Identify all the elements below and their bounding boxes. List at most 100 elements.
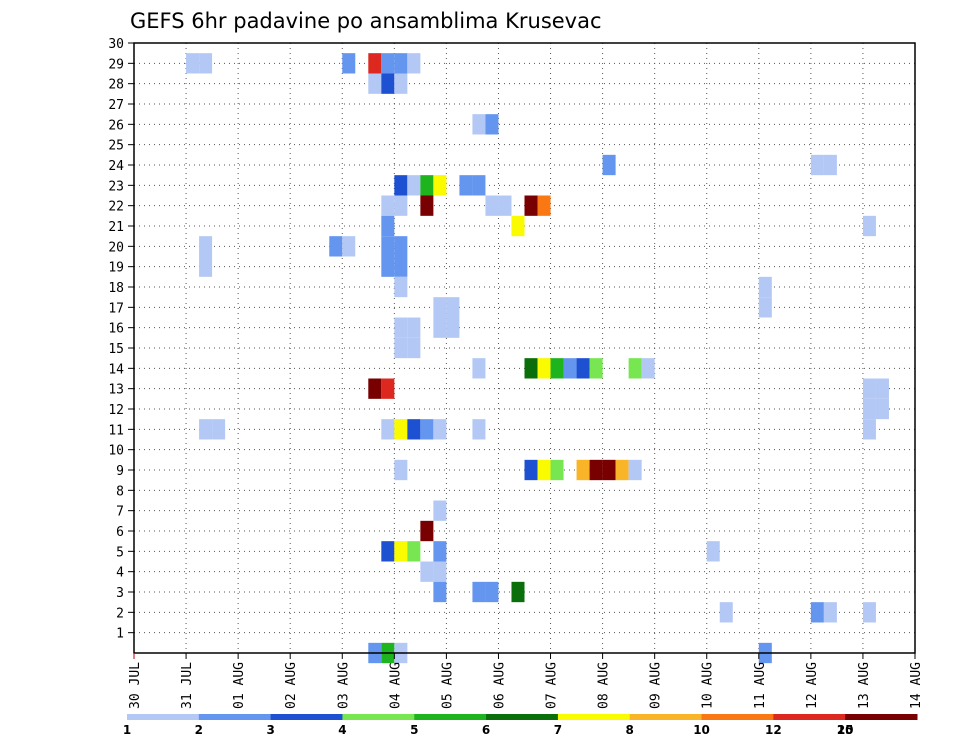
data-cell <box>186 53 200 74</box>
x-tick-label: 13 AUG <box>857 662 872 709</box>
x-tick-label: 30 JUL <box>128 662 143 709</box>
data-cell <box>875 398 889 420</box>
data-cell <box>446 317 460 338</box>
colorbar-label: 3 <box>266 723 274 737</box>
colorbar-label: 1 <box>123 723 131 737</box>
data-cell <box>641 358 655 379</box>
y-tick-label: 4 <box>116 566 124 581</box>
y-tick-label: 30 <box>108 37 124 52</box>
x-tick-label: 07 AUG <box>545 662 560 709</box>
y-tick-label: 5 <box>116 545 124 560</box>
y-tick-label: 1 <box>116 627 124 642</box>
data-cell <box>875 378 889 399</box>
data-cell <box>381 215 395 237</box>
colorbar-label: 12 <box>765 723 782 737</box>
data-cell <box>433 297 447 318</box>
y-tick-label: 15 <box>108 342 124 357</box>
y-tick-label: 7 <box>116 505 124 520</box>
data-cell <box>459 175 473 196</box>
data-cell <box>446 297 460 318</box>
y-tick-label: 10 <box>108 444 124 459</box>
y-tick-label: 3 <box>116 586 124 601</box>
data-cell <box>628 358 642 379</box>
colorbar-swatch <box>629 714 703 720</box>
data-cell <box>576 358 590 379</box>
grid <box>134 43 915 653</box>
data-cell <box>420 175 434 196</box>
data-cell <box>433 175 447 196</box>
y-tick-label: 20 <box>108 240 124 255</box>
data-cell <box>719 602 733 623</box>
y-tick-label: 17 <box>108 301 124 316</box>
y-tick-label: 2 <box>116 606 124 621</box>
colorbar-swatch <box>557 714 631 720</box>
x-axis: 30 JUL 31 JUL 01 AUG 02 AUG 03 AUG 04 AUG 05 A… <box>128 653 924 709</box>
x-tick-label: 09 AUG <box>649 662 664 709</box>
x-tick-label: 11 AUG <box>753 662 768 709</box>
x-tick-label: 03 AUG <box>336 662 351 709</box>
data-cell <box>433 561 447 582</box>
data-cell <box>407 337 421 359</box>
data-cell <box>472 419 486 440</box>
colorbar-label: 7 <box>554 723 562 737</box>
colorbar-label: 15 <box>837 723 854 737</box>
data-cell <box>381 53 395 74</box>
data-cell <box>537 459 551 481</box>
data-cell <box>199 419 213 440</box>
colorbar-swatch <box>270 714 343 720</box>
data-cell <box>394 256 408 277</box>
data-cell <box>485 581 499 603</box>
colorbar-swatch <box>414 714 487 720</box>
data-cell <box>862 378 876 399</box>
data-cell <box>485 114 499 135</box>
data-cell <box>810 154 824 176</box>
data-cell <box>823 154 837 176</box>
y-tick-label: 24 <box>108 159 124 174</box>
data-cell <box>433 500 447 521</box>
data-cell <box>433 581 447 603</box>
data-cell <box>407 419 421 440</box>
data-cell <box>394 317 408 338</box>
data-cell <box>368 53 382 74</box>
y-tick-label: 25 <box>108 139 124 154</box>
x-tick-label: 05 AUG <box>440 662 455 709</box>
y-tick-label: 19 <box>108 261 124 276</box>
data-cell <box>381 378 395 399</box>
data-cell <box>407 541 421 562</box>
data-cell <box>823 602 837 623</box>
data-cell <box>394 276 408 298</box>
data-cell <box>862 398 876 420</box>
y-tick-label: 29 <box>108 57 124 72</box>
data-cell <box>550 459 564 481</box>
data-cell <box>394 73 408 94</box>
data-cells <box>186 53 889 664</box>
data-cell <box>524 358 538 379</box>
y-tick-label: 9 <box>116 464 124 479</box>
colorbar-label: 10 <box>693 723 710 737</box>
data-cell <box>394 419 408 440</box>
data-cell <box>381 256 395 277</box>
data-cell <box>511 215 525 237</box>
data-cell <box>420 419 434 440</box>
data-cell <box>199 236 213 257</box>
x-tick-label: 02 AUG <box>284 662 299 709</box>
colorbar-swatch <box>198 714 272 720</box>
y-tick-label: 11 <box>108 423 124 438</box>
data-cell <box>407 53 421 74</box>
data-cell <box>407 175 421 196</box>
colorbar-label: 2 <box>195 723 203 737</box>
data-cell <box>381 236 395 257</box>
data-cell <box>524 195 538 216</box>
x-tick-label: 31 JUL <box>180 662 195 709</box>
data-cell <box>576 459 590 481</box>
data-cell <box>329 236 343 257</box>
data-cell <box>472 581 486 603</box>
data-cell <box>420 520 434 542</box>
data-cell <box>394 175 408 196</box>
data-cell <box>342 236 356 257</box>
colorbar-swatch <box>773 714 846 720</box>
data-cell <box>342 53 356 74</box>
data-cell <box>381 73 395 94</box>
data-cell <box>758 297 772 318</box>
